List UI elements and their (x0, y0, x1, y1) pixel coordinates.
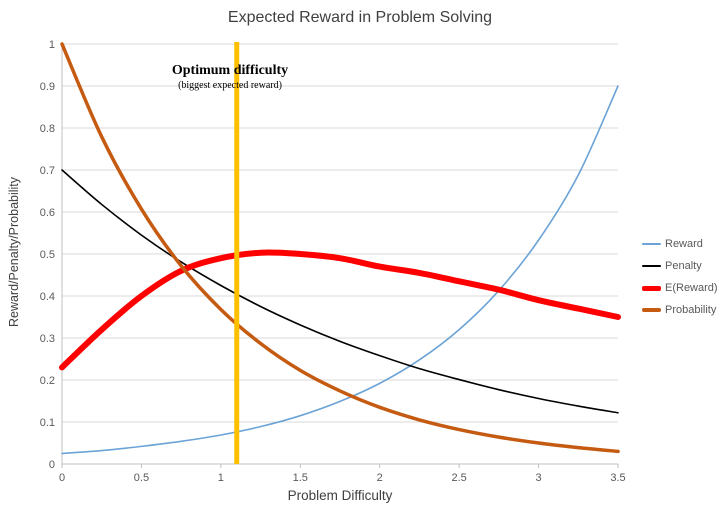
legend-label: Probability (665, 304, 717, 316)
legend-swatch (642, 308, 661, 312)
y-tick-label: 1 (49, 39, 55, 51)
x-tick-label: 0.5 (134, 472, 149, 484)
legend-label: E(Reward) (665, 282, 718, 294)
y-tick-label: 0.5 (40, 249, 55, 261)
legend-swatch (642, 265, 661, 267)
y-tick-label: 0.4 (40, 291, 55, 303)
y-tick-label: 0.9 (40, 81, 55, 93)
y-tick-label: 0.3 (40, 333, 55, 345)
legend-item-penalty: Penalty (642, 260, 718, 272)
y-tick-label: 0.7 (40, 165, 55, 177)
annotation-title: Optimum difficulty (171, 63, 289, 78)
x-axis-title: Problem Difficulty (287, 488, 393, 503)
legend-swatch (642, 285, 661, 291)
y-tick-label: 0.8 (40, 123, 55, 135)
legend-item-reward: Reward (642, 238, 718, 250)
annotation-optimum-difficulty: Optimum difficulty (biggest expected rew… (148, 63, 312, 91)
annotation-subtitle: (biggest expected reward) (178, 80, 282, 91)
series-probability (60, 42, 620, 454)
legend-label: Penalty (665, 260, 702, 272)
x-tick-label: 3 (536, 472, 542, 484)
legend-swatch (642, 243, 661, 245)
series-e-reward- (59, 249, 621, 371)
series-penalty (61, 169, 619, 414)
y-tick-label: 0 (49, 459, 55, 471)
x-tick-label: 0 (59, 472, 65, 484)
x-tick-label: 2 (377, 472, 383, 484)
chart-title: Expected Reward in Problem Solving (227, 9, 493, 26)
legend-item-e-reward-: E(Reward) (642, 282, 718, 294)
y-tick-label: 0.6 (40, 207, 55, 219)
legend-item-probability: Probability (642, 304, 718, 316)
legend: Reward Penalty E(Reward) Probability (642, 238, 718, 316)
y-tick-label: 0.2 (40, 375, 55, 387)
x-tick-label: 1 (218, 472, 224, 484)
x-tick-label: 2.5 (451, 472, 466, 484)
x-tick-label: 1.5 (293, 472, 308, 484)
series-reward (61, 85, 619, 455)
x-tick-label: 3.5 (610, 472, 625, 484)
y-tick-label: 0.1 (40, 417, 55, 429)
legend-label: Reward (665, 238, 703, 250)
